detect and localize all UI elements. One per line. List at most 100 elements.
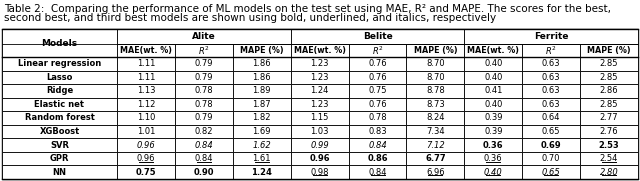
Bar — [465, 84, 522, 98]
Text: 0.76: 0.76 — [368, 59, 387, 68]
Bar — [406, 84, 465, 98]
Text: NN: NN — [52, 168, 67, 177]
Bar — [465, 57, 522, 71]
Bar — [175, 98, 233, 111]
Bar — [2, 125, 117, 138]
Text: 0.63: 0.63 — [542, 100, 561, 109]
Text: 2.80: 2.80 — [600, 168, 618, 177]
Text: 8.24: 8.24 — [426, 113, 445, 123]
Text: 2.85: 2.85 — [600, 59, 618, 68]
Text: 0.84: 0.84 — [368, 168, 387, 177]
Bar — [291, 71, 349, 84]
Text: 0.78: 0.78 — [195, 100, 213, 109]
Bar — [406, 111, 465, 125]
Text: 8.70: 8.70 — [426, 73, 445, 82]
Text: 1.24: 1.24 — [252, 168, 272, 177]
Bar — [2, 29, 638, 179]
Bar — [406, 152, 465, 165]
Bar — [406, 71, 465, 84]
Text: 1.01: 1.01 — [137, 127, 155, 136]
Bar — [406, 98, 465, 111]
Bar — [117, 165, 175, 179]
Text: 1.13: 1.13 — [137, 86, 155, 95]
Text: 1.61: 1.61 — [252, 154, 271, 163]
Bar — [117, 152, 175, 165]
Text: 0.99: 0.99 — [310, 141, 329, 150]
Text: 0.78: 0.78 — [195, 86, 213, 95]
Text: Ferrite: Ferrite — [534, 32, 568, 41]
Text: 1.10: 1.10 — [137, 113, 155, 123]
Bar — [291, 29, 465, 44]
Text: 0.75: 0.75 — [136, 168, 156, 177]
Bar — [175, 84, 233, 98]
Bar — [465, 29, 638, 44]
Bar — [233, 152, 291, 165]
Bar — [580, 125, 638, 138]
Bar — [291, 165, 349, 179]
Text: MAPE (%): MAPE (%) — [588, 46, 631, 55]
Bar — [175, 125, 233, 138]
Bar — [465, 44, 522, 57]
Bar — [117, 44, 175, 57]
Text: Belite: Belite — [363, 32, 392, 41]
Bar — [291, 111, 349, 125]
Bar — [2, 57, 117, 71]
Text: 1.23: 1.23 — [310, 59, 329, 68]
Bar — [291, 125, 349, 138]
Text: 0.96: 0.96 — [136, 141, 156, 150]
Bar — [2, 152, 117, 165]
Bar — [2, 84, 117, 98]
Text: 0.65: 0.65 — [542, 127, 561, 136]
Bar — [117, 84, 175, 98]
Text: 0.40: 0.40 — [484, 168, 502, 177]
Text: 2.76: 2.76 — [600, 127, 618, 136]
Bar — [406, 44, 465, 57]
Bar — [349, 44, 406, 57]
Bar — [406, 138, 465, 152]
Bar — [349, 165, 406, 179]
Bar — [117, 125, 175, 138]
Text: 1.12: 1.12 — [137, 100, 155, 109]
Bar — [117, 98, 175, 111]
Bar — [580, 165, 638, 179]
Text: 0.36: 0.36 — [483, 141, 504, 150]
Text: 0.78: 0.78 — [368, 113, 387, 123]
Bar — [465, 125, 522, 138]
Text: 1.11: 1.11 — [137, 59, 155, 68]
Text: 0.40: 0.40 — [484, 59, 502, 68]
Bar — [349, 138, 406, 152]
Bar — [291, 44, 349, 57]
Bar — [291, 152, 349, 165]
Text: 1.89: 1.89 — [252, 86, 271, 95]
Text: $R^2$: $R^2$ — [198, 44, 210, 57]
Text: MAE(wt. %): MAE(wt. %) — [467, 46, 519, 55]
Text: 0.79: 0.79 — [195, 113, 213, 123]
Bar — [522, 111, 580, 125]
Bar — [522, 152, 580, 165]
Text: 8.70: 8.70 — [426, 59, 445, 68]
Bar — [175, 138, 233, 152]
Text: 8.78: 8.78 — [426, 86, 445, 95]
Bar — [291, 57, 349, 71]
Text: 0.39: 0.39 — [484, 113, 502, 123]
Text: 1.24: 1.24 — [310, 86, 329, 95]
Text: 1.23: 1.23 — [310, 73, 329, 82]
Text: 0.79: 0.79 — [195, 73, 213, 82]
Bar — [465, 71, 522, 84]
Text: Table 2:  Comparing the performance of ML models on the test set using MAE, R² a: Table 2: Comparing the performance of ML… — [4, 4, 611, 14]
Bar — [349, 125, 406, 138]
Bar — [2, 98, 117, 111]
Text: 0.79: 0.79 — [195, 59, 213, 68]
Text: second best, and third best models are shown using bold, underlined, and italics: second best, and third best models are s… — [4, 13, 496, 23]
Bar — [233, 125, 291, 138]
Text: 0.84: 0.84 — [195, 141, 213, 150]
Bar — [580, 44, 638, 57]
Text: Ridge: Ridge — [46, 86, 73, 95]
Text: 0.39: 0.39 — [484, 127, 502, 136]
Text: 6.96: 6.96 — [426, 168, 445, 177]
Bar — [580, 71, 638, 84]
Text: 1.03: 1.03 — [310, 127, 329, 136]
Text: 1.86: 1.86 — [252, 73, 271, 82]
Text: Alite: Alite — [192, 32, 216, 41]
Bar — [580, 111, 638, 125]
